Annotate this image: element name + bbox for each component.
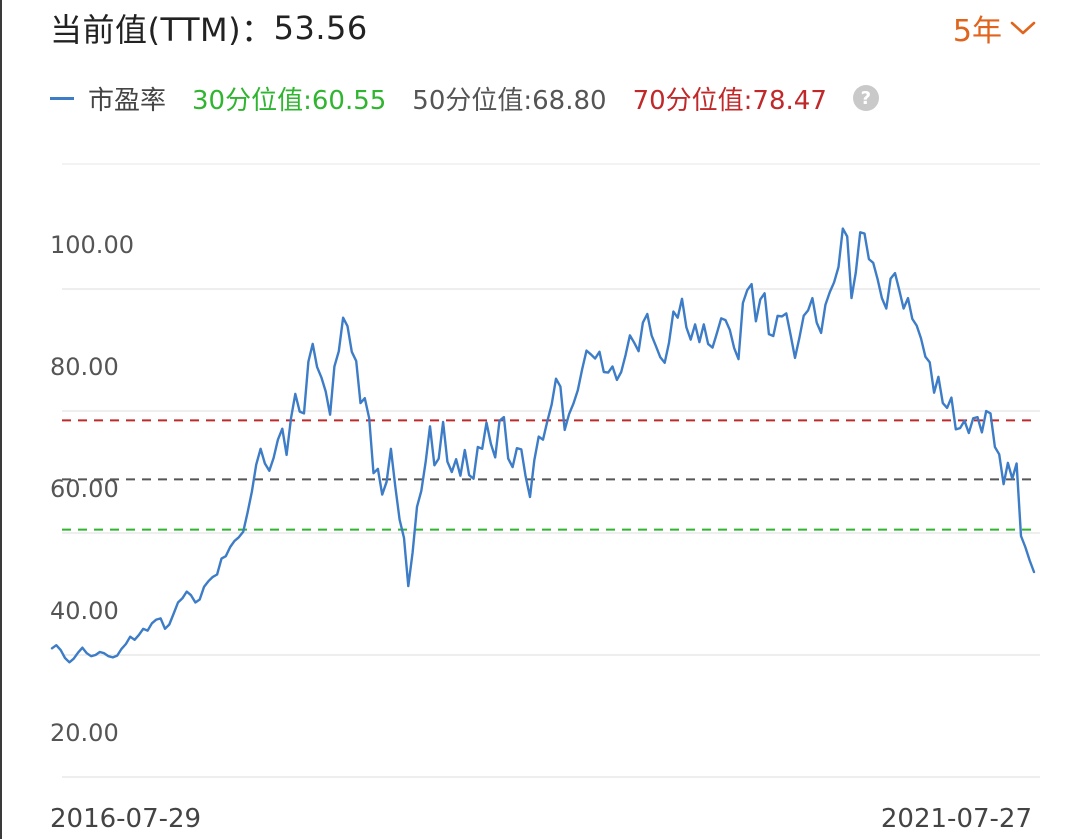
y-tick-label: 20.00 (50, 719, 119, 747)
chevron-down-icon (1010, 21, 1036, 35)
legend-p70: 70分位值:78.47 (632, 85, 827, 116)
current-value-label: 当前值(TTM)： (50, 11, 274, 49)
y-tick-label: 80.00 (50, 353, 119, 381)
y-axis-ticks: 20.00 40.00 60.00 80.00 100.00 (50, 231, 134, 747)
period-label: 5年 (952, 14, 1002, 49)
current-value: 53.56 (273, 9, 368, 47)
legend-p50: 50分位值:68.80 (412, 85, 607, 116)
window-edge (0, 0, 2, 839)
reference-lines (62, 419, 1034, 531)
legend-series: 市盈率 (50, 80, 166, 117)
series-layer (50, 227, 1036, 664)
y-tick-label: 40.00 (50, 597, 119, 625)
legend: 市盈率 30分位值:60.55 50分位值:68.80 70分位值:78.47 … (50, 78, 879, 118)
question-icon[interactable]: ? (852, 85, 879, 111)
legend-p30: 30分位值:60.55 (192, 85, 387, 116)
x-axis-end-label: 2021-07-27 (880, 804, 1032, 834)
y-tick-label: 100.00 (50, 231, 134, 259)
grid-layer (62, 288, 1040, 778)
x-axis-start-label: 2016-07-29 (50, 804, 202, 834)
current-value-header: 当前值(TTM)： 53.56 (50, 6, 368, 50)
legend-series-swatch (50, 96, 74, 100)
legend-series-label: 市盈率 (88, 85, 167, 116)
y-tick-label: 60.00 (50, 475, 119, 503)
period-selector[interactable]: 5年 (952, 8, 1036, 49)
pe-ratio-line (50, 227, 1036, 664)
